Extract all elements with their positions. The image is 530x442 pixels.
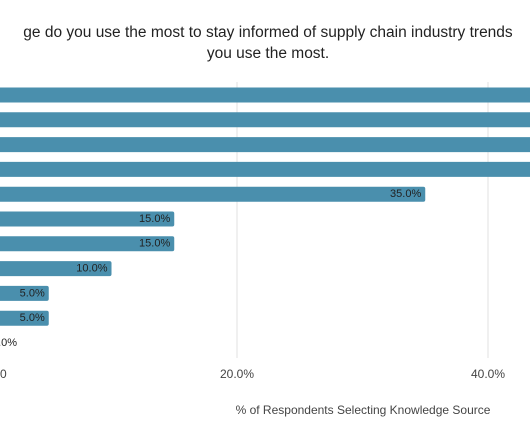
bar — [0, 310, 49, 326]
bar — [0, 236, 175, 252]
bar — [0, 211, 175, 227]
bar — [0, 137, 530, 153]
bar — [0, 161, 530, 177]
chart-subtitle: you use the most. — [207, 45, 329, 62]
bar — [0, 186, 426, 202]
x-tick-label: 20.0% — [220, 367, 254, 381]
bar — [0, 285, 49, 301]
bar — [0, 87, 530, 103]
value-label: 5.0% — [20, 287, 45, 299]
bar — [0, 261, 112, 277]
x-tick-label: 0 — [0, 367, 7, 381]
value-label: 35.0% — [390, 188, 421, 200]
value-label: 15.0% — [139, 213, 170, 225]
chart-title: ge do you use the most to stay informed … — [23, 24, 513, 41]
bar — [0, 112, 530, 128]
value-label: 15.0% — [139, 238, 170, 250]
value-label: 0.0% — [0, 337, 17, 349]
x-axis-label: % of Respondents Selecting Knowledge Sou… — [236, 403, 491, 417]
x-tick-label: 40.0% — [471, 367, 505, 381]
value-label: 10.0% — [76, 263, 107, 275]
value-label: 5.0% — [20, 312, 45, 324]
